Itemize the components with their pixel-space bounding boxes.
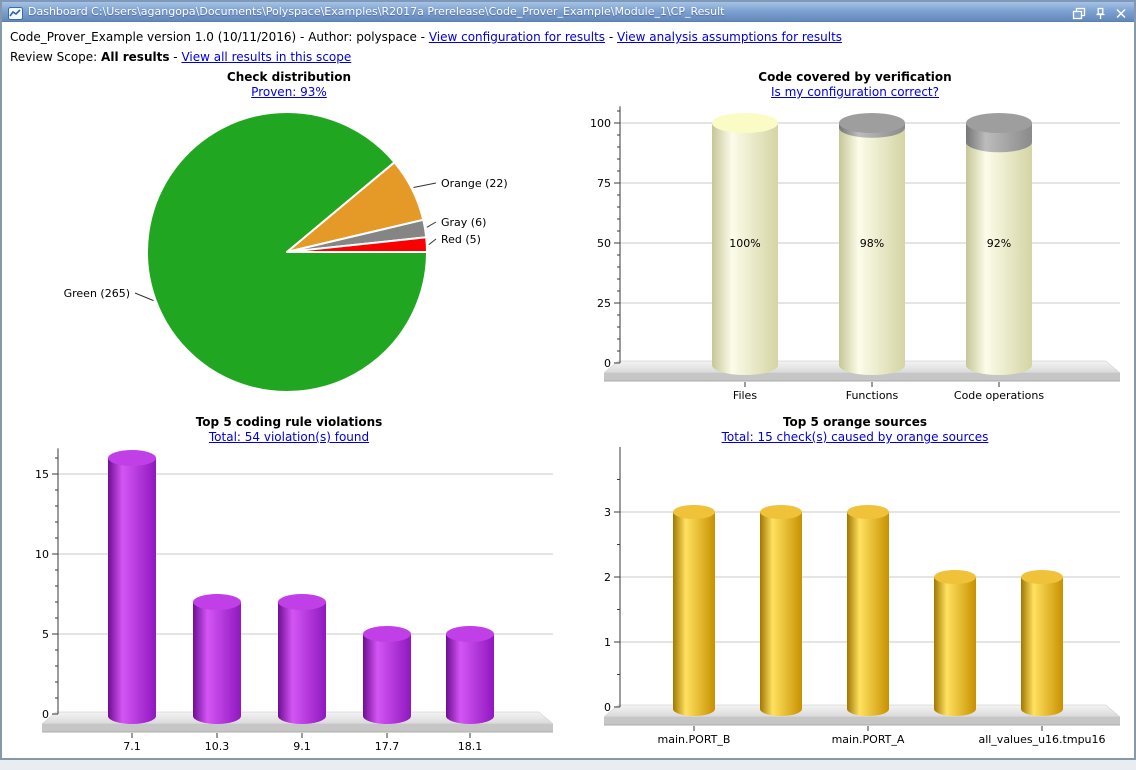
review-scope-line: Review Scope: All results - View all res… — [10, 47, 1126, 67]
svg-text:Code operations: Code operations — [954, 389, 1044, 402]
svg-text:98%: 98% — [860, 237, 884, 250]
svg-text:all_values_u16.tmpu16: all_values_u16.tmpu16 — [978, 733, 1105, 746]
review-scope-value: All results — [101, 50, 170, 64]
svg-text:75: 75 — [597, 177, 611, 190]
proven-percentage-link[interactable]: Proven: 93% — [251, 85, 327, 99]
svg-text:17.7: 17.7 — [375, 740, 400, 753]
svg-text:2: 2 — [604, 571, 611, 584]
svg-text:7.1: 7.1 — [123, 740, 141, 753]
svg-text:Green (265): Green (265) — [64, 287, 130, 300]
svg-text:10.3: 10.3 — [205, 740, 230, 753]
svg-text:1: 1 — [604, 636, 611, 649]
svg-text:5: 5 — [42, 628, 49, 641]
coding-rule-violations-bar-svg: 0 5 10 15 7.1 10.3 9.1 17.7 18.1 — [35, 448, 554, 753]
result-info-text: Code_Prover_Example version 1.0 (10/11/2… — [10, 30, 429, 44]
result-info-line: Code_Prover_Example version 1.0 (10/11/2… — [10, 27, 1126, 47]
separator: - — [605, 30, 618, 44]
view-configuration-link[interactable]: View configuration for results — [428, 30, 606, 44]
svg-text:main.PORT_A: main.PORT_A — [832, 733, 905, 746]
svg-text:15: 15 — [35, 468, 49, 481]
svg-text:50: 50 — [597, 237, 611, 250]
chart-orange-sources: Top 5 orange sources Total: 15 check(s) … — [580, 410, 1130, 758]
svg-text:92%: 92% — [987, 237, 1011, 250]
view-all-results-link[interactable]: View all results in this scope — [181, 50, 352, 64]
separator: - — [169, 50, 182, 64]
pin-icon[interactable] — [1093, 5, 1107, 19]
orange-sources-bar-svg: 0 1 2 3 main.PORT_B main.PORT_A all_values_u16… — [603, 447, 1121, 746]
view-assumptions-link[interactable]: View analysis assumptions for results — [617, 30, 843, 44]
svg-text:100: 100 — [590, 117, 611, 130]
svg-text:Functions: Functions — [846, 389, 899, 402]
svg-text:Red (5): Red (5) — [441, 233, 481, 246]
configuration-correct-link[interactable]: Is my configuration correct? — [770, 85, 939, 99]
chart-title: Top 5 orange sources — [782, 415, 928, 429]
svg-text:Gray (6): Gray (6) — [441, 216, 486, 229]
chart-code-coverage: Code covered by verification Is my confi… — [580, 65, 1130, 410]
svg-text:0: 0 — [604, 701, 611, 714]
check-distribution-pie-svg: Green (265) Orange (22) Gray (6) Red (5) — [64, 111, 508, 393]
chart-title: Check distribution — [226, 70, 352, 84]
svg-text:100%: 100% — [729, 237, 760, 250]
svg-text:18.1: 18.1 — [458, 740, 483, 753]
titlebar: Dashboard C:\Users\agangopa\Documents\Po… — [2, 2, 1134, 22]
svg-text:0: 0 — [42, 708, 49, 721]
total-violations-link[interactable]: Total: 54 violation(s) found — [208, 430, 370, 444]
window-title: Dashboard C:\Users\agangopa\Documents\Po… — [28, 5, 725, 18]
close-icon[interactable] — [1114, 5, 1128, 19]
chart-coding-rule-violations: Top 5 coding rule violations Total: 54 v… — [8, 410, 570, 758]
window-controls — [1072, 5, 1128, 20]
dashboard-chart-icon — [8, 5, 23, 20]
review-scope-label: Review Scope: — [10, 50, 102, 64]
chart-title: Code covered by verification — [758, 70, 952, 84]
chart-check-distribution: Check distribution Proven: 93% Green (26… — [8, 65, 570, 410]
results-header: Code_Prover_Example version 1.0 (10/11/2… — [2, 22, 1134, 70]
code-coverage-bar-svg: 0 25 50 75 100 Files Functions Code operations 1… — [590, 106, 1121, 402]
svg-text:10: 10 — [35, 548, 49, 561]
svg-text:25: 25 — [597, 297, 611, 310]
chart-title: Top 5 coding rule violations — [195, 415, 383, 429]
restore-icon[interactable] — [1072, 5, 1086, 20]
svg-text:Files: Files — [733, 389, 757, 402]
svg-text:main.PORT_B: main.PORT_B — [658, 733, 731, 746]
svg-text:3: 3 — [604, 506, 611, 519]
svg-text:0: 0 — [604, 357, 611, 370]
svg-text:Orange (22): Orange (22) — [441, 177, 508, 190]
svg-text:9.1: 9.1 — [293, 740, 311, 753]
total-orange-checks-link[interactable]: Total: 15 check(s) caused by orange sour… — [721, 430, 989, 444]
